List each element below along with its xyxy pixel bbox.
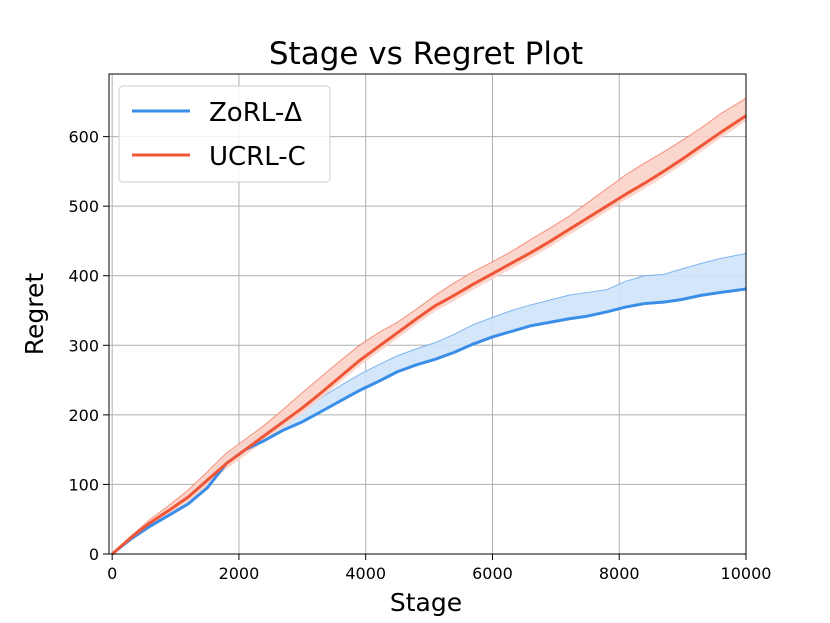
series-line-0 — [111, 287, 747, 556]
series-lines — [111, 114, 747, 556]
x-tick-label: 4000 — [345, 564, 386, 583]
y-tick-label: 300 — [68, 336, 99, 355]
x-tick-label: 0 — [107, 564, 117, 583]
legend-label-ucrl: UCRL-C — [209, 142, 306, 172]
x-tick-label: 10000 — [721, 564, 772, 583]
confidence-bands — [111, 97, 747, 555]
x-axis-ticks: 0 2000 4000 6000 8000 10000 — [107, 554, 771, 583]
plot-frame — [108, 73, 747, 555]
x-axis-label: Stage — [390, 588, 462, 617]
band-1 — [112, 98, 747, 554]
y-tick-label: 600 — [68, 128, 99, 147]
legend: ZoRL-Δ UCRL-C — [118, 85, 331, 183]
band-edge-1 — [111, 97, 747, 555]
series-line-1 — [111, 114, 747, 556]
y-tick-label: 200 — [68, 406, 99, 425]
y-tick-label: 400 — [68, 267, 99, 286]
chart-title: Stage vs Regret Plot — [269, 36, 583, 72]
y-tick-label: 500 — [68, 197, 99, 216]
y-tick-label: 0 — [89, 545, 99, 564]
y-axis-label: Regret — [20, 273, 49, 356]
y-axis-ticks: 0 100 200 300 400 500 600 — [68, 128, 109, 564]
y-tick-label: 100 — [68, 475, 99, 494]
band-0 — [112, 253, 747, 554]
x-tick-label: 6000 — [472, 564, 513, 583]
x-tick-label: 8000 — [599, 564, 640, 583]
x-tick-label: 2000 — [219, 564, 260, 583]
legend-label-zorl: ZoRL-Δ — [209, 98, 302, 128]
